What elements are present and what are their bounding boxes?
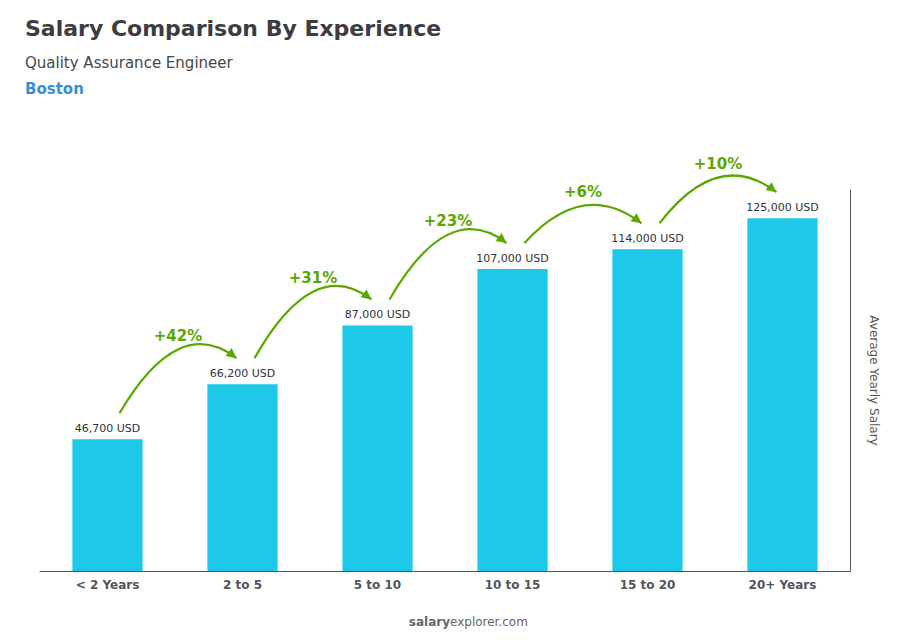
svg-text:2 to 5: 2 to 5	[223, 578, 262, 592]
svg-text:+42%: +42%	[154, 327, 202, 345]
svg-text:+23%: +23%	[424, 212, 472, 230]
svg-text:explorer.com: explorer.com	[450, 615, 528, 629]
svg-text:+10%: +10%	[694, 155, 742, 173]
svg-text:Average Yearly Salary: Average Yearly Salary	[867, 315, 881, 445]
svg-text:+31%: +31%	[289, 269, 337, 287]
svg-text:15 to 20: 15 to 20	[620, 578, 676, 592]
svg-text:20+ Years: 20+ Years	[749, 578, 817, 592]
svg-text:87,000 USD: 87,000 USD	[345, 308, 411, 321]
svg-text:125,000 USD: 125,000 USD	[746, 201, 819, 214]
svg-text:Quality Assurance Engineer: Quality Assurance Engineer	[25, 54, 234, 72]
svg-text:10 to 15: 10 to 15	[485, 578, 541, 592]
svg-text:+6%: +6%	[564, 183, 602, 201]
svg-text:5 to 10: 5 to 10	[354, 578, 401, 592]
svg-text:66,200 USD: 66,200 USD	[210, 367, 276, 380]
svg-text:< 2 Years: < 2 Years	[76, 578, 140, 592]
svg-text:46,700 USD: 46,700 USD	[75, 422, 141, 435]
svg-text:Salary Comparison By Experienc: Salary Comparison By Experience	[25, 16, 441, 41]
svg-text:Boston: Boston	[25, 80, 84, 98]
svg-text:107,000 USD: 107,000 USD	[476, 252, 549, 265]
svg-text:114,000 USD: 114,000 USD	[611, 232, 684, 245]
svg-text:salary: salary	[409, 615, 450, 629]
